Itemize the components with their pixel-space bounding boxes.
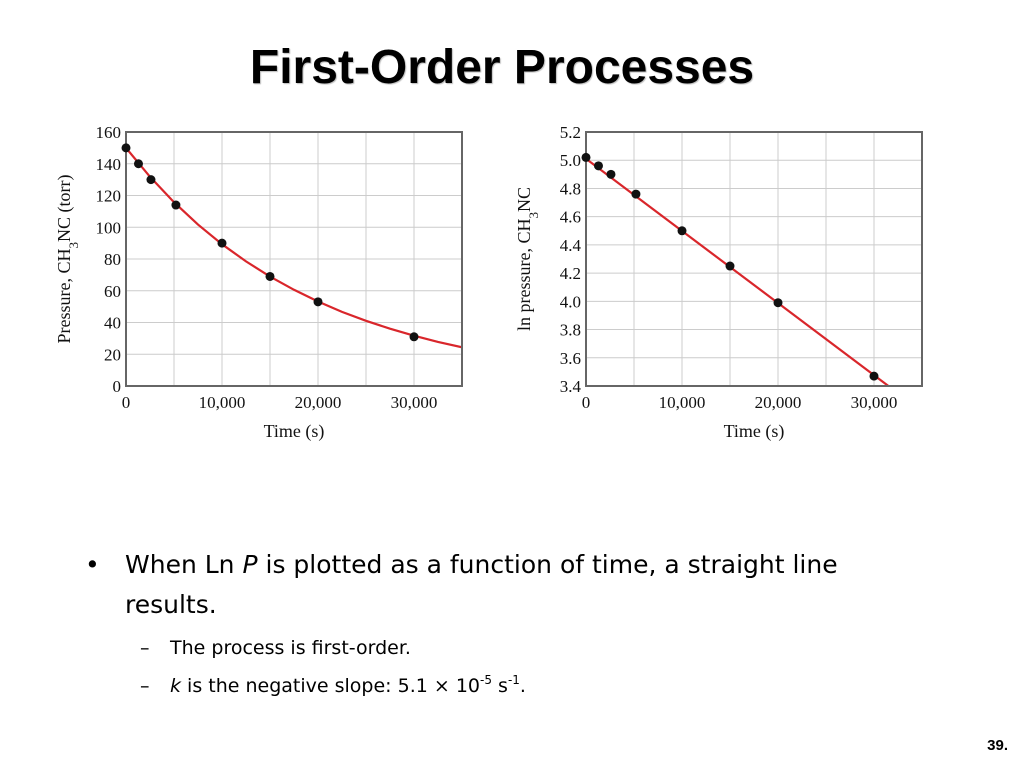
data-point <box>631 189 641 199</box>
slide-title: First-Order Processes <box>249 41 755 94</box>
bullet-main-var: P <box>242 550 258 579</box>
data-point <box>593 161 603 171</box>
bullet-list: • When Ln P is plotted as a function of … <box>85 545 935 701</box>
bullet-sub-1-text: The process is first-order. <box>170 637 411 659</box>
data-point <box>146 175 156 185</box>
y-tick-label: 0 <box>113 377 122 396</box>
data-point <box>133 159 143 169</box>
x-tick-label: 30,000 <box>391 393 438 412</box>
data-point <box>171 200 181 210</box>
x-tick-label: 10,000 <box>199 393 246 412</box>
bullet-sub-2-text: is the negative slope: 5.1 × 10 <box>181 675 481 697</box>
x-axis-label: Time (s) <box>264 421 325 442</box>
y-tick-label: 4.6 <box>560 208 581 227</box>
data-point <box>773 298 783 308</box>
bullet-sub-1: – The process is first-order. <box>85 633 935 663</box>
y-tick-label: 40 <box>104 314 121 333</box>
fit-curve <box>126 147 462 349</box>
data-point <box>869 371 879 381</box>
x-tick-label: 0 <box>122 393 131 412</box>
data-point <box>677 226 687 236</box>
data-point <box>581 152 591 162</box>
page-number: 39. <box>987 737 1008 754</box>
data-point <box>217 238 227 248</box>
dash-icon: – <box>140 637 150 659</box>
y-tick-label: 4.0 <box>560 292 581 311</box>
data-point <box>409 332 419 342</box>
y-tick-label: 4.2 <box>560 264 581 283</box>
y-tick-label: 4.4 <box>560 236 582 255</box>
y-tick-label: 3.4 <box>560 377 582 396</box>
pressure-vs-time-chart: 0 20 40 60 80 100 120 140 160 0 10,000 20,000 30,000… <box>54 123 463 442</box>
x-tick-label: 30,000 <box>851 393 898 412</box>
plot-frame <box>125 131 463 387</box>
y-tick-label: 140 <box>96 155 122 174</box>
bullet-sub-2-var: k <box>170 675 182 697</box>
y-tick-label: 80 <box>104 250 121 269</box>
y-tick-label: 5.0 <box>560 151 581 170</box>
bullet-main: • When Ln P is plotted as a function of … <box>85 545 935 625</box>
y-axis-label: ln pressure, CH3NC <box>514 187 541 331</box>
fit-curve <box>586 157 890 386</box>
bullet-dot-icon: • <box>85 550 100 579</box>
y-tick-label: 100 <box>96 218 122 237</box>
y-tick-label: 160 <box>96 123 122 142</box>
x-axis-label: Time (s) <box>724 421 785 442</box>
x-tick-label: 0 <box>582 393 591 412</box>
data-point <box>265 271 275 281</box>
y-tick-label: 20 <box>104 345 121 364</box>
data-point <box>313 297 323 307</box>
y-tick-label: 120 <box>96 187 122 206</box>
exponent-1: -5 <box>480 673 492 687</box>
data-point <box>725 261 735 271</box>
bullet-main-suffix: is plotted as a function of time, a stra… <box>125 550 838 619</box>
exponent-2: -1 <box>507 673 520 687</box>
plot-frame <box>585 131 923 387</box>
y-tick-label: 3.8 <box>560 321 581 340</box>
data-point <box>606 169 616 179</box>
y-tick-label: 5.2 <box>560 123 581 142</box>
y-tick-label: 60 <box>104 282 121 301</box>
y-axis-label: Pressure, CH3NC (torr) <box>54 175 81 344</box>
x-tick-label: 20,000 <box>295 393 342 412</box>
dash-icon: – <box>140 675 150 697</box>
bullet-sub-2: – k is the negative slope: 5.1 × 10-5 s-… <box>85 671 935 701</box>
bullet-sub-2-end: . <box>519 675 526 697</box>
ln-pressure-vs-time-chart: 3.4 3.6 3.8 4.0 4.2 4.4 4.6 4.8 5.0 5.2 0 10,000 20,… <box>514 123 923 442</box>
y-tick-label: 4.8 <box>560 179 581 198</box>
x-tick-label: 20,000 <box>755 393 802 412</box>
y-tick-label: 3.6 <box>560 349 581 368</box>
bullet-main-prefix: When Ln <box>125 550 243 579</box>
data-point <box>121 143 131 153</box>
unit: s <box>491 675 508 697</box>
x-tick-label: 10,000 <box>659 393 706 412</box>
